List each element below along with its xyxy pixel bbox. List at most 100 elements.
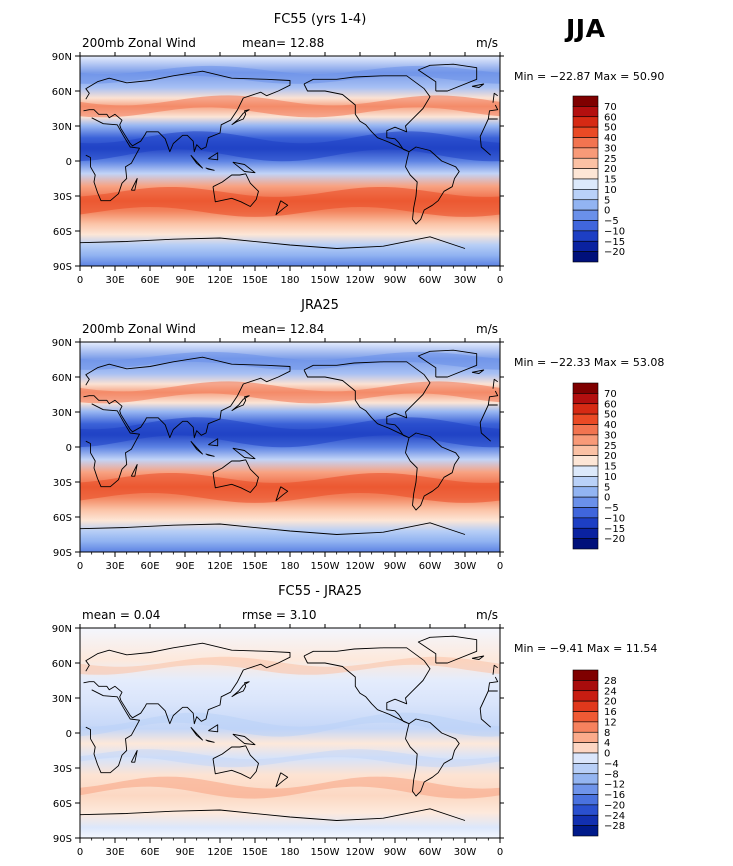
colorbar-label: 20 <box>604 697 617 708</box>
coastline <box>83 356 499 439</box>
coastline <box>130 750 138 763</box>
colorbar-label: −20 <box>604 247 625 258</box>
colorbar-label: −20 <box>604 534 625 545</box>
x-tick-label: 120W <box>346 275 375 286</box>
colorbar-label: −28 <box>604 821 625 832</box>
coastline <box>83 642 499 725</box>
season-label: JJA <box>566 14 606 43</box>
colorbar-label: −4 <box>604 759 619 770</box>
x-tick-label: 60E <box>140 561 159 572</box>
x-tick-label: 0 <box>497 561 503 572</box>
jet-band-south <box>80 473 500 503</box>
colorbar-swatch <box>572 230 599 242</box>
coastline <box>417 635 478 664</box>
colorbar-label: 25 <box>604 154 617 165</box>
y-tick-label: 0 <box>66 729 72 740</box>
coastline <box>303 647 431 725</box>
y-tick-label: 30S <box>53 478 72 489</box>
coastline <box>417 63 478 92</box>
x-tick-label: 60W <box>419 275 442 286</box>
x-tick-label: 120W <box>346 561 375 572</box>
x-tick-label: 0 <box>77 561 83 572</box>
panel-minmax: Min = −22.87 Max = 50.90 <box>514 70 664 83</box>
coastline <box>275 486 289 502</box>
coastline <box>85 403 498 488</box>
x-tick-label: 90W <box>384 275 407 286</box>
colorbar-label: 28 <box>604 676 617 687</box>
coastline <box>212 173 259 207</box>
coastline <box>232 161 256 174</box>
x-tick-label: 60E <box>140 847 159 858</box>
coastline <box>231 681 250 698</box>
map-field <box>80 56 500 266</box>
panel-2: JRA25 200mb Zonal Wind mean= 12.84 m/s Min =… <box>52 298 665 572</box>
x-tick-label: 120E <box>207 847 232 858</box>
colorbar-swatch <box>572 251 599 263</box>
x-tick-label: 30W <box>454 561 477 572</box>
colorbar-label: 0 <box>604 206 610 217</box>
y-tick-label: 30N <box>52 694 72 705</box>
coastline <box>231 109 250 126</box>
coastline <box>405 432 460 511</box>
colorbar-label: 8 <box>604 728 610 739</box>
coastline <box>492 378 498 389</box>
colorbar-swatch <box>572 825 599 837</box>
coastline <box>212 459 259 493</box>
y-tick-label: 60N <box>52 87 72 98</box>
coastline <box>492 92 498 103</box>
coastline <box>275 200 289 216</box>
colorbar-label: −8 <box>604 769 619 780</box>
colorbar-label: 70 <box>604 102 617 113</box>
colorbar-swatch <box>572 178 599 190</box>
y-tick-label: 30S <box>53 192 72 203</box>
colorbar-label: 40 <box>604 133 617 144</box>
x-tick-label: 90W <box>384 847 407 858</box>
colorbar-swatch <box>572 752 599 764</box>
coastline <box>405 146 460 225</box>
y-tick-label: 60S <box>53 513 72 524</box>
coastline <box>130 464 138 477</box>
colorbar-label: −15 <box>604 237 625 248</box>
jet-band-north <box>80 381 500 404</box>
x-tick-label: 60W <box>419 847 442 858</box>
y-tick-label: 90N <box>52 624 72 635</box>
colorbar-label: 60 <box>604 112 617 123</box>
colorbar-label: −5 <box>604 216 619 227</box>
colorbar-swatch <box>572 189 599 201</box>
x-tick-label: 0 <box>77 275 83 286</box>
colorbar-label: −10 <box>604 513 625 524</box>
colorbar-swatch <box>572 413 599 425</box>
x-tick-label: 90E <box>175 275 194 286</box>
x-tick-label: 180 <box>280 275 299 286</box>
colorbar-swatch <box>572 794 599 806</box>
panel-title: FC55 (yrs 1-4) <box>274 12 367 27</box>
colorbar-label: 40 <box>604 420 617 431</box>
y-tick-label: 60N <box>52 659 72 670</box>
colorbar-label: −20 <box>604 800 625 811</box>
x-tick-label: 60W <box>419 561 442 572</box>
coastline <box>232 447 256 460</box>
y-tick-label: 90S <box>53 548 72 559</box>
y-tick-label: 30N <box>52 408 72 419</box>
colorbar-swatch <box>572 814 599 826</box>
coastline <box>130 178 138 191</box>
coastline <box>205 739 215 743</box>
colorbar-swatch <box>572 106 599 118</box>
colorbar-label: 70 <box>604 389 617 400</box>
jet-band-south <box>80 187 500 217</box>
colorbar-label: 60 <box>604 399 617 410</box>
panel-title: FC55 - JRA25 <box>278 584 362 599</box>
colorbar-swatch <box>572 721 599 733</box>
colorbar-label: −12 <box>604 780 625 791</box>
x-tick-label: 150W <box>311 275 340 286</box>
colorbar-swatch <box>572 199 599 211</box>
coastline <box>85 117 498 202</box>
colorbar-swatch <box>572 147 599 159</box>
x-tick-label: 150W <box>311 561 340 572</box>
coastline <box>471 369 485 374</box>
y-tick-label: 30N <box>52 122 72 133</box>
panel-left-label: mean = 0.04 <box>82 608 160 622</box>
